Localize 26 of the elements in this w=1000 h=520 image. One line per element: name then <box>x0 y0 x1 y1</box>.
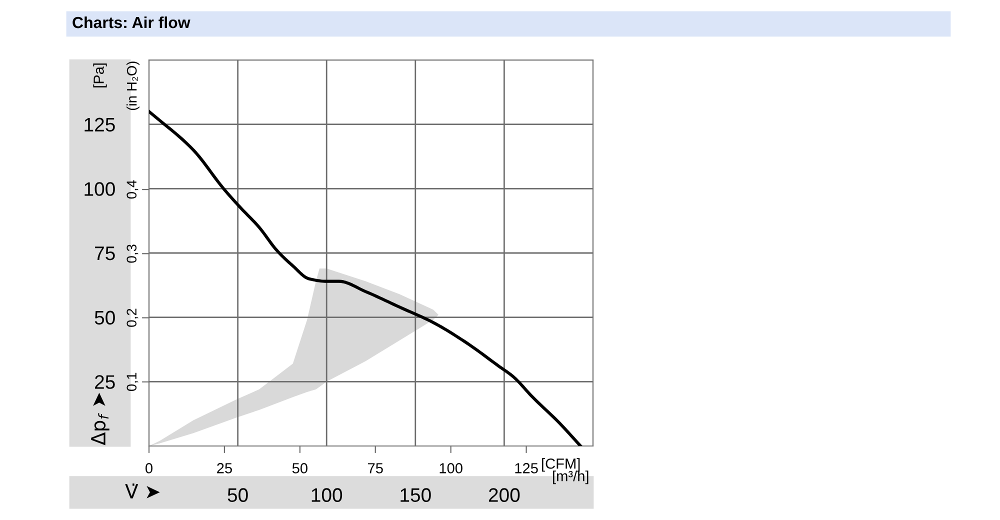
x2-tick-label: 50 <box>292 463 308 474</box>
y-tick-label: 100 <box>84 182 115 196</box>
y-tick-label: 50 <box>94 310 115 325</box>
y2-tick-label: 0,3 <box>126 244 138 263</box>
chart-title: Charts: Air flow <box>72 16 190 28</box>
text: V̇ ➤ <box>125 484 160 498</box>
y2-tick-label: 0,4 <box>126 180 138 199</box>
x-tick-label: 50 <box>228 488 248 502</box>
x-tick-label: 200 <box>488 488 520 502</box>
x2-axis-title: [CFM] <box>542 458 580 472</box>
text: Δp$_{f}$ ➤ <box>91 392 110 446</box>
x2-tick-label: 0 <box>146 463 152 474</box>
y-axis-title: [Pa] <box>93 63 107 88</box>
y-tick-label: 75 <box>95 246 115 260</box>
y2-tick-label: 0,1 <box>126 372 138 391</box>
y2-tick-label: 0,2 <box>126 308 138 327</box>
x2-tick-label: 75 <box>368 463 383 474</box>
y-tick-label: 125 <box>84 118 115 132</box>
x2-tick-label: 100 <box>440 463 462 474</box>
y-tick-label: 25 <box>95 375 115 389</box>
x2-tick-label: 125 <box>515 463 538 474</box>
y2-axis-title: (in H₂O) <box>126 62 140 110</box>
x-axis-title: [m³/h] <box>553 470 588 484</box>
x-tick-label: 100 <box>312 488 342 502</box>
x-tick-label: 150 <box>400 488 431 502</box>
x2-tick-label: 25 <box>217 463 232 474</box>
